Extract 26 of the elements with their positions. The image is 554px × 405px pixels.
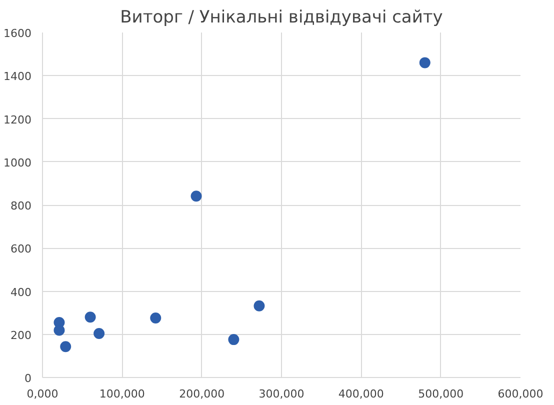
y-tick-label: 0 [24, 372, 32, 385]
y-tick-label: 400 [10, 286, 32, 299]
x-tick-label: 0,000 [26, 388, 58, 400]
point [228, 334, 240, 346]
point [54, 324, 65, 336]
point [254, 300, 265, 312]
x-tick-label: 600,000 [498, 388, 544, 400]
point [419, 57, 430, 68]
point [94, 328, 105, 340]
y-tick-label: 600 [10, 242, 32, 256]
point [150, 312, 162, 324]
x-tick-label: 200,000 [179, 388, 225, 400]
y-tick-label: 800 [10, 200, 32, 212]
point [60, 341, 72, 352]
chart-title: Виторг / Унікальні відвідувачі сайту [120, 8, 443, 28]
y-tick-label: 1400 [4, 70, 32, 84]
x-tick-label: 400,000 [338, 388, 384, 400]
x-tick-label: 100,000 [99, 388, 145, 400]
y-tick-label: 200 [10, 328, 32, 342]
y-tick-label: 1200 [4, 113, 32, 126]
y-tick-label: 1600 [4, 27, 32, 40]
y-tick-label: 1000 [4, 156, 32, 170]
x-tick-label: 500,000 [418, 388, 464, 400]
point [190, 190, 202, 202]
x-tick-label: 300,000 [258, 388, 304, 400]
point [84, 312, 96, 323]
